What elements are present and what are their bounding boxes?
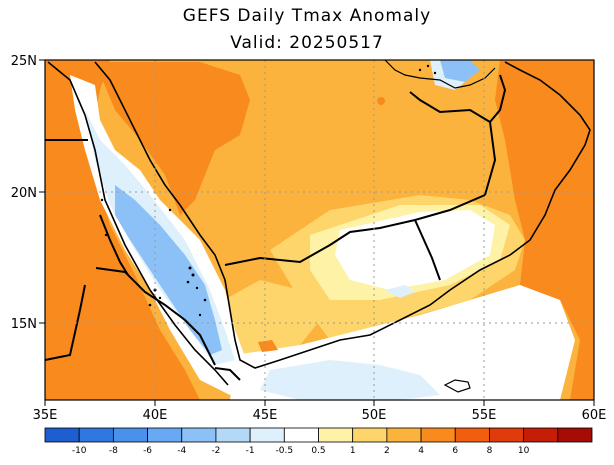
field-white-center (335, 210, 495, 290)
border-saudi-yemen (224, 194, 486, 266)
island-socotra (443, 379, 471, 393)
ytick-15n: 15N (11, 317, 37, 332)
tick-marks (39, 59, 595, 406)
colorbar-swatch (215, 427, 251, 443)
xtick-35e: 35E (33, 408, 58, 423)
colorbar-swatch (283, 427, 319, 443)
coastline-gulf (384, 60, 496, 89)
border-eritrea-ethiopia (95, 267, 216, 366)
border-uae-oman (489, 74, 507, 123)
xtick-55e: 55E (472, 408, 497, 423)
field-pale-gulf (430, 60, 465, 90)
colorbar-label: 4 (418, 446, 424, 456)
colorbar-swatch (147, 427, 183, 443)
xtick-60e: 60E (582, 408, 607, 423)
colorbar-label: 6 (452, 446, 458, 456)
red-sea-islands (100, 64, 437, 317)
colorbar-swatch (181, 427, 217, 443)
colorbar-label: -4 (177, 446, 186, 456)
colorbar-swatch (557, 427, 593, 443)
colorbar-swatch (454, 427, 490, 443)
colorbar-label: -1 (246, 446, 255, 456)
colorbar-label: -0.5 (276, 446, 294, 456)
colorbar-swatch (78, 427, 114, 443)
colorbar-swatch (420, 427, 456, 443)
border-sudan-eritrea (99, 214, 129, 276)
xtick-50e: 50E (362, 408, 387, 423)
colorbar-label: -10 (72, 446, 87, 456)
border-djibouti (214, 367, 241, 381)
xtick-40e: 40E (143, 408, 168, 423)
borders (45, 74, 507, 381)
border-ethiopia-sudan (45, 284, 86, 361)
field-dark-orange-dot (377, 97, 385, 105)
map-title: GEFS Daily Tmax Anomaly (182, 6, 432, 26)
coastline-west (47, 61, 229, 386)
colorbar-label: -2 (211, 446, 220, 456)
colorbar-label: 8 (487, 446, 493, 456)
colorbar-labels: -10 -8 -6 -4 -2 -1 -0.5 0.5 1 2 4 6 8 10 (72, 446, 530, 456)
coastline-east (94, 61, 591, 369)
field-blue-redsea (115, 185, 222, 355)
map-frame (44, 59, 595, 401)
colorbar-swatch (249, 427, 285, 443)
colorbar-swatch (112, 427, 148, 443)
ytick-20n: 20N (11, 186, 37, 201)
colorbar-swatch (44, 427, 80, 443)
colorbar-swatch (352, 427, 388, 443)
colorbar-label: -8 (109, 446, 118, 456)
colorbar-label: 10 (518, 446, 530, 456)
colorbar-swatch (386, 427, 422, 443)
colorbar-label: 0.5 (311, 446, 325, 456)
field-dark-orange-east (495, 60, 594, 400)
colorbar-label: 1 (350, 446, 356, 456)
field-pale-blue-patch (385, 285, 415, 298)
field-dark-orange-nw (95, 62, 250, 215)
anomaly-field (45, 60, 594, 400)
grid (45, 60, 594, 400)
field-pale-blue-aden (260, 360, 440, 400)
field-blue-gulf (440, 60, 480, 82)
field-light-yellow-south (215, 280, 320, 360)
map-valid-date: Valid: 20250517 (230, 33, 384, 53)
colorbar-label: 2 (384, 446, 390, 456)
border-yemen-oman (414, 219, 441, 281)
colorbar-swatch (523, 427, 559, 443)
colorbar (44, 427, 593, 443)
ytick-25n: 25N (11, 54, 37, 69)
colorbar-swatch (318, 427, 354, 443)
border-saudi-oman (409, 91, 497, 196)
xtick-45e: 45E (253, 408, 278, 423)
colorbar-swatch (489, 427, 525, 443)
colorbar-label: -6 (143, 446, 152, 456)
field-dark-orange-small (258, 340, 278, 352)
